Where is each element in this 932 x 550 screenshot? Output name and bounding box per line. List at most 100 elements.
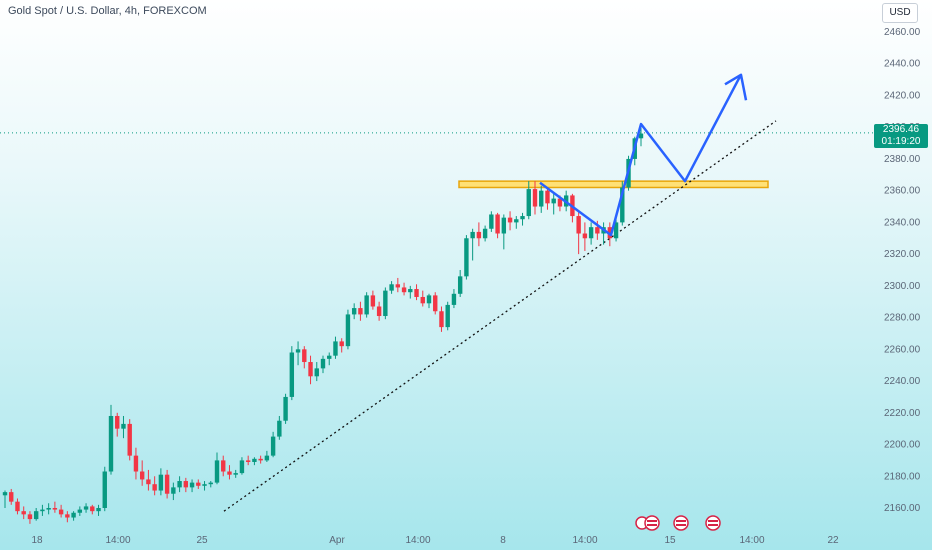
candle-body	[545, 190, 550, 204]
candle-body	[77, 509, 83, 513]
candle-body	[333, 341, 338, 356]
y-tick-label: 2240.00	[884, 376, 921, 387]
candle-body	[71, 512, 76, 518]
currency-button[interactable]: USD	[882, 3, 918, 23]
y-tick-label: 2380.00	[884, 154, 921, 165]
candle-body	[183, 481, 189, 488]
candle-body	[158, 474, 164, 491]
x-tick-label: 14:00	[405, 535, 430, 546]
candle-body	[214, 460, 220, 483]
candle-body	[108, 415, 114, 472]
time-axis[interactable]: 18 14:00 25 Apr 14:00 8 14:00 15 14:00 22	[31, 535, 839, 546]
x-tick-label: 22	[827, 535, 839, 546]
candle-body	[345, 314, 351, 347]
candle-body	[532, 189, 538, 207]
x-tick-label: 18	[31, 535, 43, 546]
candle-body	[526, 189, 531, 217]
candle-body	[283, 396, 288, 421]
y-tick-label: 2320.00	[884, 249, 921, 260]
candle-body	[15, 501, 20, 512]
event-flags[interactable]	[635, 515, 721, 531]
candle-body	[495, 214, 500, 234]
candle-body	[501, 217, 507, 234]
candle-body	[370, 295, 376, 307]
candle-body	[264, 455, 270, 461]
candle-body	[9, 492, 14, 502]
y-tick-label: 2280.00	[884, 313, 921, 324]
y-tick-label: 2460.00	[884, 27, 921, 38]
candle-body	[302, 349, 307, 363]
candle-body	[196, 482, 201, 486]
x-tick-label: 25	[196, 535, 208, 546]
candle-body	[613, 222, 619, 239]
candle-body	[258, 458, 263, 461]
candle-body	[33, 511, 39, 520]
candle-body	[433, 295, 438, 312]
symbol-title[interactable]: Gold Spot / U.S. Dollar, 4h, FOREXCOM	[8, 5, 207, 17]
us-flag-icon[interactable]	[673, 515, 689, 531]
y-tick-label: 2440.00	[884, 59, 921, 70]
candle-body	[470, 231, 475, 239]
candle-body	[52, 508, 58, 510]
price-axis[interactable]: 2160.00 2180.00 2200.00 2220.00 2240.00 2260.…	[884, 27, 921, 514]
candle-body	[457, 276, 463, 294]
candle-body	[245, 460, 251, 462]
y-tick-label: 2160.00	[884, 503, 921, 514]
candle-body	[227, 471, 232, 475]
candle-body	[638, 133, 644, 139]
candle-body	[557, 198, 563, 207]
support-trendline[interactable]	[223, 120, 777, 512]
y-tick-label: 2260.00	[884, 344, 921, 355]
y-tick-label: 2420.00	[884, 90, 921, 101]
us-flag-icon[interactable]	[705, 515, 721, 531]
candle-body	[395, 284, 401, 288]
x-tick-label: Apr	[329, 535, 345, 546]
candle-body	[445, 304, 450, 328]
candle-body	[152, 484, 157, 491]
candle-body	[482, 228, 488, 239]
candle-body	[27, 514, 33, 520]
x-tick-label: 14:00	[739, 535, 764, 546]
candle-body	[164, 474, 170, 494]
candle-body	[146, 479, 151, 485]
candle-body	[582, 233, 588, 239]
candle-body	[576, 216, 581, 234]
y-tick-label: 2220.00	[884, 408, 921, 419]
candle-body	[2, 492, 8, 496]
projection-path[interactable]	[539, 75, 742, 237]
candle-body	[358, 308, 363, 315]
candle-body	[102, 471, 107, 508]
resistance-zone[interactable]	[458, 180, 769, 189]
candle-body	[426, 295, 432, 304]
candle-body	[21, 511, 26, 515]
candle-body	[127, 423, 132, 456]
us-flag-icon[interactable]	[635, 515, 660, 531]
candle-body	[96, 508, 101, 512]
y-tick-label: 2360.00	[884, 186, 921, 197]
y-tick-label: 2180.00	[884, 471, 921, 482]
last-price-value: 2396.46	[882, 124, 920, 135]
y-tick-label: 2340.00	[884, 217, 921, 228]
candle-body	[320, 358, 326, 369]
bar-countdown: 01:19:20	[881, 136, 921, 147]
candle-body	[489, 214, 494, 229]
candle-body	[221, 460, 226, 472]
candle-body	[376, 306, 382, 317]
candle-body	[327, 355, 332, 359]
candle-body	[289, 352, 295, 397]
candle-body	[65, 514, 70, 518]
candle-body	[551, 198, 556, 204]
candle-body	[588, 227, 594, 239]
candle-body	[451, 293, 457, 305]
candle-body	[414, 289, 419, 297]
candle-body	[408, 289, 413, 293]
candle-body	[295, 349, 301, 353]
candle-body	[189, 482, 195, 488]
candle-body	[383, 290, 388, 317]
candle-body	[133, 455, 139, 472]
candle-body	[177, 481, 182, 488]
candle-body	[270, 436, 276, 456]
candle-body	[514, 219, 519, 223]
